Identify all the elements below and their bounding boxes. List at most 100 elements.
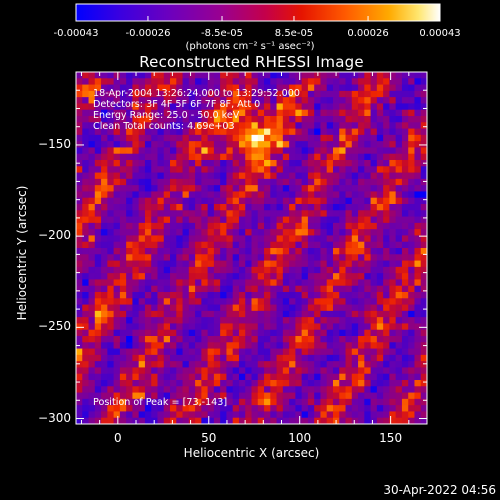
heatmap-cell: [351, 134, 359, 142]
heatmap-cell: [213, 185, 221, 192]
heatmap-cell: [207, 122, 215, 129]
heatmap-cell: [339, 361, 346, 368]
heatmap-cell: [82, 304, 89, 312]
heatmap-cell: [226, 103, 234, 111]
heatmap-cell: [401, 354, 409, 362]
heatmap-cell: [232, 417, 240, 425]
heatmap-cell: [383, 134, 390, 142]
heatmap-cell: [364, 197, 371, 205]
heatmap-cell: [88, 317, 96, 324]
heatmap-cell: [420, 317, 428, 324]
heatmap-cell: [132, 116, 140, 123]
heatmap-cell: [144, 153, 152, 161]
heatmap-cell: [364, 172, 371, 180]
heatmap-cell: [113, 323, 121, 331]
heatmap-cell: [257, 103, 265, 111]
heatmap-cell: [113, 116, 121, 123]
heatmap-cell: [345, 222, 353, 230]
heatmap-cell: [295, 329, 303, 337]
heatmap-cell: [383, 172, 390, 180]
heatmap-cell: [301, 216, 309, 224]
heatmap-cell: [364, 178, 371, 186]
heatmap-cell: [157, 323, 165, 331]
heatmap-cell: [332, 323, 340, 331]
heatmap-cell: [201, 361, 209, 368]
heatmap-cell: [113, 141, 121, 148]
heatmap-cell: [389, 84, 397, 92]
heatmap-cell: [420, 128, 428, 136]
heatmap-cell: [101, 304, 108, 312]
heatmap-cell: [289, 266, 296, 274]
heatmap-cell: [176, 229, 183, 236]
heatmap-cell: [163, 222, 171, 230]
heatmap-cell: [138, 109, 146, 117]
heatmap-cell: [264, 310, 271, 318]
heatmap-cell: [351, 273, 359, 280]
heatmap-cell: [157, 380, 165, 387]
heatmap-cell: [370, 178, 378, 186]
heatmap-cell: [107, 72, 115, 79]
heatmap-cell: [170, 97, 177, 104]
heatmap-cell: [245, 166, 252, 173]
heatmap-cell: [101, 222, 108, 230]
heatmap-cell: [389, 273, 397, 280]
heatmap-cell: [395, 78, 403, 85]
heatmap-cell: [107, 266, 115, 274]
heatmap-cell: [320, 398, 328, 406]
heatmap-cell: [282, 210, 290, 217]
heatmap-cell: [364, 361, 371, 368]
heatmap-cell: [314, 317, 321, 324]
heatmap-cell: [364, 235, 371, 243]
heatmap-cell: [195, 90, 202, 98]
heatmap-cell: [401, 229, 409, 236]
heatmap-cell: [245, 97, 252, 104]
heatmap-cell: [370, 380, 378, 387]
heatmap-cell: [270, 361, 277, 368]
heatmap-cell: [220, 285, 227, 293]
heatmap-cell: [88, 216, 96, 224]
heatmap-cell: [88, 260, 96, 268]
heatmap-cell: [195, 285, 202, 293]
heatmap-cell: [182, 266, 190, 274]
heatmap-cell: [188, 248, 196, 255]
heatmap-cell: [420, 90, 428, 98]
heatmap-cell: [364, 141, 371, 148]
heatmap-cell: [408, 128, 415, 136]
heatmap-cell: [289, 304, 296, 312]
heatmap-cell: [144, 204, 152, 211]
heatmap-cell: [370, 323, 378, 331]
heatmap-cell: [395, 222, 403, 230]
heatmap-cell: [289, 348, 296, 356]
heatmap-cell: [126, 235, 133, 243]
heatmap-cell: [295, 172, 303, 180]
heatmap-cell: [270, 260, 277, 268]
heatmap-cell: [201, 336, 209, 343]
heatmap-cell: [76, 172, 83, 180]
heatmap-cell: [232, 386, 240, 393]
heatmap-cell: [257, 197, 265, 205]
heatmap-cell: [188, 229, 196, 236]
heatmap-cell: [176, 222, 183, 230]
heatmap-cell: [220, 141, 227, 148]
heatmap-cell: [163, 279, 171, 287]
heatmap-cell: [226, 348, 234, 356]
heatmap-cell: [351, 122, 359, 129]
heatmap-cell: [401, 417, 409, 425]
heatmap-cell: [401, 103, 409, 111]
heatmap-cell: [370, 197, 378, 205]
heatmap-cell: [151, 248, 158, 255]
heatmap-cell: [207, 342, 215, 349]
heatmap-cell: [264, 222, 271, 230]
heatmap-cell: [201, 392, 209, 400]
heatmap-cell: [339, 373, 346, 381]
heatmap-cell: [207, 147, 215, 155]
heatmap-cell: [232, 367, 240, 375]
heatmap-cell: [213, 122, 221, 129]
heatmap-cell: [94, 361, 102, 368]
heatmap-cell: [282, 235, 290, 243]
heatmap-cell: [107, 160, 115, 167]
heatmap-cell: [151, 222, 158, 230]
heatmap-cell: [401, 285, 409, 293]
heatmap-cell: [144, 241, 152, 249]
x-tick-label: 100: [288, 431, 312, 445]
